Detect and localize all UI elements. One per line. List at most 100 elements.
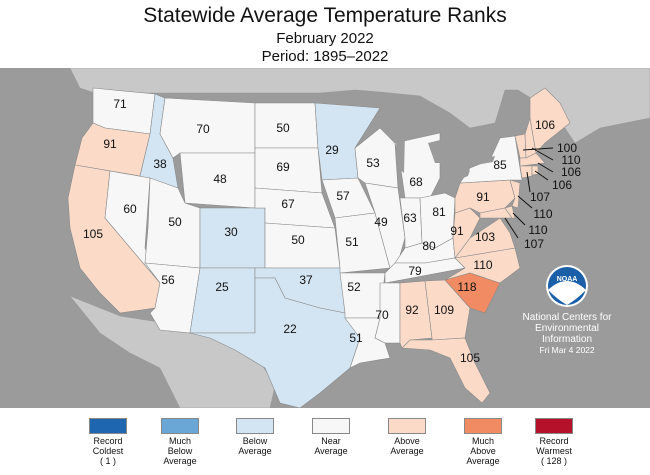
credit-line-3: Information: [542, 334, 592, 345]
legend-item-much-above: Much Above Average: [448, 418, 518, 466]
rank-ok: 37: [299, 273, 313, 287]
noaa-logo: NOAA: [546, 265, 588, 307]
rank-fl: 105: [460, 351, 480, 365]
legend-item-record-warmest: Record Warmest ( 128 ): [519, 418, 589, 466]
rank-wv: 91: [450, 224, 464, 238]
rank-sc: 118: [457, 280, 476, 294]
rank-mi: 68: [409, 175, 423, 189]
rank-ne: 67: [281, 197, 295, 211]
state-fl: [401, 337, 491, 404]
state-tx: [189, 277, 361, 408]
rank-me: 106: [535, 118, 555, 132]
legend-item-near: Near Average: [296, 418, 366, 456]
rank-id: 38: [153, 157, 167, 171]
noaa-logo-bird: [548, 281, 586, 305]
lake-huron: [428, 140, 445, 163]
rank-sd: 69: [276, 160, 290, 174]
legend-swatch-above: [388, 418, 426, 434]
rank-wa: 71: [113, 97, 127, 111]
state-nm: [189, 267, 256, 334]
map-title: Statewide Average Temperature Ranks: [143, 4, 507, 27]
rank-nh: 110: [561, 153, 580, 167]
credit-line-2: Environmental: [535, 323, 599, 334]
state-ct: [519, 165, 533, 179]
map-subtitle: February 2022: [276, 30, 374, 47]
legend-swatch-record-coldest: [89, 418, 127, 434]
rank-ms: 70: [375, 308, 389, 322]
rank-ky: 80: [422, 239, 436, 253]
leader-lines: [504, 147, 554, 239]
us-temperature-map: 71 91 38 70 48 60 50 105 30 56 25 50 69 …: [0, 68, 650, 408]
legend-swatch-below: [236, 418, 274, 434]
rank-al: 92: [405, 303, 419, 317]
state-de: [504, 205, 516, 219]
legend-label-near: Near Average: [314, 436, 348, 456]
rank-mt: 70: [196, 122, 210, 136]
great-lakes: [372, 118, 495, 186]
legend-swatch-record-warmest: [535, 418, 573, 434]
legend-label-above: Above Average: [390, 436, 424, 456]
rank-nj: 110: [533, 207, 552, 221]
legend-item-below: Below Average: [220, 418, 290, 456]
rank-mn: 29: [325, 143, 339, 157]
map-period: Period: 1895–2022: [261, 48, 389, 65]
leader-nh: [531, 147, 554, 161]
rank-labels: 71 91 38 70 48 60 50 105 30 56 25 50 69 …: [83, 97, 581, 365]
rank-ar: 52: [347, 280, 361, 294]
lake-superior: [372, 118, 425, 130]
rank-vt: 100: [557, 141, 577, 155]
rank-or: 91: [103, 137, 117, 151]
legend-item-much-below: Much Below Average: [145, 418, 215, 466]
lake-michigan: [395, 130, 405, 173]
legend-swatch-much-below: [161, 418, 199, 434]
leader-ma: [537, 162, 554, 173]
rank-ma: 106: [561, 165, 581, 179]
state-ma: [519, 152, 546, 167]
rank-oh: 81: [432, 205, 446, 219]
legend-item-above: Above Average: [372, 418, 442, 456]
rank-il: 49: [374, 215, 388, 229]
rank-ri: 106: [552, 178, 572, 192]
rank-in: 63: [403, 211, 417, 225]
rank-nm: 25: [215, 280, 229, 294]
rank-la: 51: [349, 331, 363, 345]
lake-ontario: [475, 156, 495, 165]
legend-label-record-warmest: Record Warmest ( 128 ): [536, 436, 572, 466]
state-ri: [531, 165, 539, 176]
noaa-logo-text: NOAA: [557, 276, 578, 283]
leader-ct: [526, 171, 531, 193]
rank-co: 30: [224, 225, 238, 239]
rank-tx: 22: [283, 322, 297, 336]
rank-ga: 109: [434, 303, 454, 317]
rank-ia: 57: [336, 189, 350, 203]
state-md: [479, 207, 513, 219]
rank-nd: 50: [276, 121, 290, 135]
rank-nv: 60: [123, 202, 137, 216]
rank-mo: 51: [345, 235, 359, 249]
credit-date: Fri Mar 4 2022: [539, 345, 595, 355]
rank-ct: 107: [530, 190, 550, 204]
rank-ny: 85: [493, 158, 507, 172]
leader-vt: [522, 147, 554, 151]
rank-tn: 79: [408, 264, 422, 278]
rank-pa: 91: [476, 190, 490, 204]
legend-item-record-coldest: Record Coldest ( 1 ): [73, 418, 143, 466]
lake-erie: [440, 170, 470, 186]
rank-de: 110: [528, 223, 547, 237]
rank-ks: 50: [291, 233, 305, 247]
legend-label-much-below: Much Below Average: [163, 436, 197, 466]
state-mo: [334, 212, 391, 274]
rank-wy: 48: [213, 172, 227, 186]
legend-label-record-coldest: Record Coldest ( 1 ): [92, 436, 124, 466]
rank-az: 56: [161, 273, 175, 287]
leader-ri: [534, 170, 549, 181]
rank-ca: 105: [83, 227, 103, 241]
rank-md: 107: [524, 237, 544, 251]
leader-de: [512, 212, 526, 226]
legend: Record Coldest ( 1 ) Much Below Average …: [0, 418, 650, 475]
legend-swatch-near: [312, 418, 350, 434]
leader-nj: [517, 195, 533, 209]
rank-nc: 110: [473, 258, 492, 272]
legend-label-much-above: Much Above Average: [466, 436, 500, 466]
state-nj: [509, 179, 521, 209]
